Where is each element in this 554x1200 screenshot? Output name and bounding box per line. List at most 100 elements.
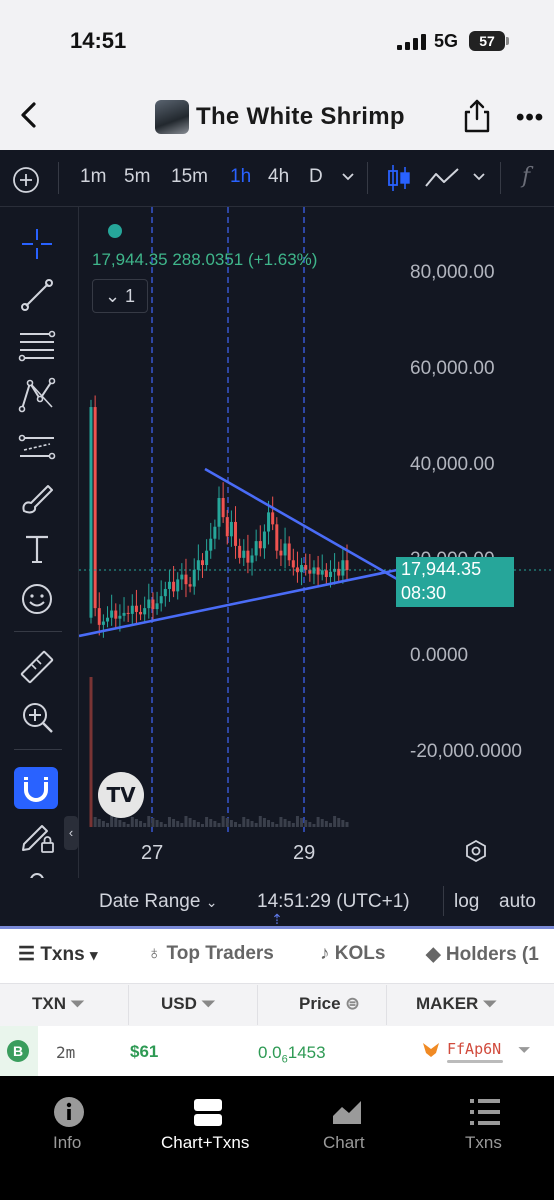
volume-bar — [118, 820, 122, 827]
column-price-label: Price — [299, 994, 341, 1013]
volume-bar — [217, 823, 221, 827]
volume-bar — [176, 821, 180, 827]
x-tick-label: 29 — [293, 842, 316, 864]
candle-body — [130, 605, 134, 614]
candle-body — [209, 538, 213, 551]
nav-chart-txns[interactable]: Chart+Txns — [161, 1133, 250, 1152]
candle-body — [234, 521, 238, 546]
crosshair-icon[interactable] — [18, 225, 56, 263]
interval-5m[interactable]: 5m — [124, 166, 151, 187]
date-range-button[interactable]: Date Range ⌄ — [99, 891, 217, 913]
column-txn[interactable]: TXN ⏷ — [32, 994, 84, 1014]
list-icon[interactable] — [469, 1097, 501, 1127]
tab-holders[interactable]: ◆ Holders (1 — [426, 943, 539, 966]
candles-icon[interactable] — [386, 163, 412, 193]
magnet-button[interactable] — [14, 767, 58, 809]
interval-d[interactable]: D — [309, 166, 323, 187]
panel-resize-divider[interactable] — [0, 926, 554, 929]
candle-body — [300, 565, 304, 573]
nav-info[interactable]: Info — [53, 1133, 82, 1152]
trend-line-icon[interactable] — [18, 276, 56, 314]
clock-label[interactable]: 14:51:29 (UTC+1) — [257, 891, 410, 912]
brush-icon[interactable] — [18, 479, 56, 517]
column-usd-label: USD — [161, 994, 197, 1013]
interval-15m[interactable]: 15m — [171, 166, 208, 187]
tab-txns[interactable]: ☰ Txns ▾ — [18, 943, 98, 966]
volume-bar — [283, 819, 287, 827]
column-maker[interactable]: MAKER ⏷ — [416, 994, 497, 1014]
volume-bar — [304, 820, 308, 827]
log-scale-toggle[interactable]: log — [454, 891, 480, 912]
triangle-pattern — [79, 467, 398, 638]
text-icon[interactable] — [18, 530, 56, 568]
more-button[interactable]: ••• — [516, 104, 545, 131]
line-chart-icon[interactable] — [424, 166, 460, 190]
toolbar-divider — [58, 162, 59, 194]
last-price-value: 17,944.35 — [401, 559, 482, 579]
volume-bar — [316, 817, 320, 827]
interval-1h[interactable]: 1h — [230, 166, 252, 187]
candle-body — [316, 567, 320, 575]
volume-bar — [159, 822, 163, 827]
chevron-down-icon: ▾ — [89, 947, 98, 964]
candle-body — [106, 617, 110, 622]
chart-icon[interactable] — [331, 1098, 363, 1126]
battery-icon: 57 — [469, 31, 505, 51]
column-usd[interactable]: USD ⏷ — [161, 994, 215, 1014]
collapse-toolbar-button[interactable]: ‹ — [64, 816, 78, 850]
tools-divider — [14, 631, 62, 632]
candle-body — [287, 543, 291, 561]
column-price[interactable]: Price ⊜ — [299, 994, 360, 1014]
candle-body — [155, 603, 159, 610]
volume-bar — [234, 822, 238, 827]
pattern-line — [204, 467, 398, 581]
price-chart[interactable] — [79, 207, 554, 837]
candle-body — [337, 568, 341, 576]
candle-body — [196, 560, 200, 570]
tab-txns-label: Txns — [40, 944, 85, 965]
candle-body — [258, 541, 262, 549]
interval-1m[interactable]: 1m — [80, 166, 107, 187]
date-range-label: Date Range — [99, 891, 201, 912]
back-button[interactable] — [16, 100, 46, 134]
tradingview-logo[interactable]: TV — [98, 772, 144, 818]
nav-chart[interactable]: Chart — [323, 1133, 365, 1152]
info-icon[interactable] — [53, 1096, 85, 1128]
filter-icon[interactable]: ⏷ — [518, 1042, 531, 1059]
ruler-icon[interactable] — [18, 648, 56, 686]
emoji-icon[interactable] — [18, 580, 56, 618]
interval-4h[interactable]: 4h — [268, 166, 290, 187]
legend-collapse-button[interactable]: ⌄ 1 — [92, 279, 148, 313]
volume-bar — [196, 822, 200, 827]
volume-bar — [155, 820, 159, 827]
volume-bar — [180, 823, 184, 827]
add-indicator-icon[interactable] — [12, 166, 40, 194]
tab-top-traders[interactable]: ♁ Top Traders — [147, 943, 274, 965]
fib-retracement-icon[interactable] — [18, 326, 56, 364]
pattern-icon[interactable] — [18, 377, 56, 415]
chevron-down-icon[interactable] — [472, 172, 486, 182]
function-icon[interactable]: f — [522, 164, 531, 189]
price-rest: 1453 — [287, 1043, 326, 1062]
candle-body — [188, 584, 192, 587]
y-tick-label: 0.0000 — [410, 645, 469, 666]
maker-address[interactable]: FfAp6N — [447, 1040, 502, 1058]
live-dot — [108, 224, 122, 238]
nav-txns[interactable]: Txns — [465, 1133, 502, 1152]
auto-scale-toggle[interactable]: auto — [499, 891, 536, 912]
lock-drawing-icon[interactable] — [18, 816, 56, 854]
chevron-down-icon[interactable] — [341, 172, 355, 182]
battery-tip — [506, 37, 509, 45]
bottom-bar-divider — [443, 886, 444, 916]
share-button[interactable] — [462, 99, 492, 133]
txn-usd: $61 — [130, 1042, 159, 1061]
volume-bar — [320, 819, 324, 827]
candle-body — [126, 612, 130, 614]
table-row[interactable] — [0, 1026, 554, 1076]
tab-kols[interactable]: ♪ KOLs — [320, 943, 385, 965]
price-main: 0.0 — [258, 1043, 282, 1062]
zoom-in-icon[interactable] — [18, 698, 56, 736]
settings-icon[interactable] — [465, 840, 487, 862]
chart-txns-icon[interactable] — [193, 1097, 223, 1127]
forecast-icon[interactable] — [18, 428, 56, 466]
